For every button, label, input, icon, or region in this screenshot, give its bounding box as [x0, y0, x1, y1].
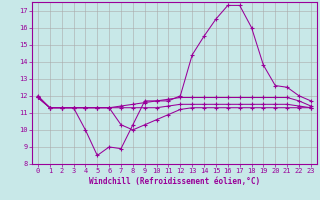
- X-axis label: Windchill (Refroidissement éolien,°C): Windchill (Refroidissement éolien,°C): [89, 177, 260, 186]
